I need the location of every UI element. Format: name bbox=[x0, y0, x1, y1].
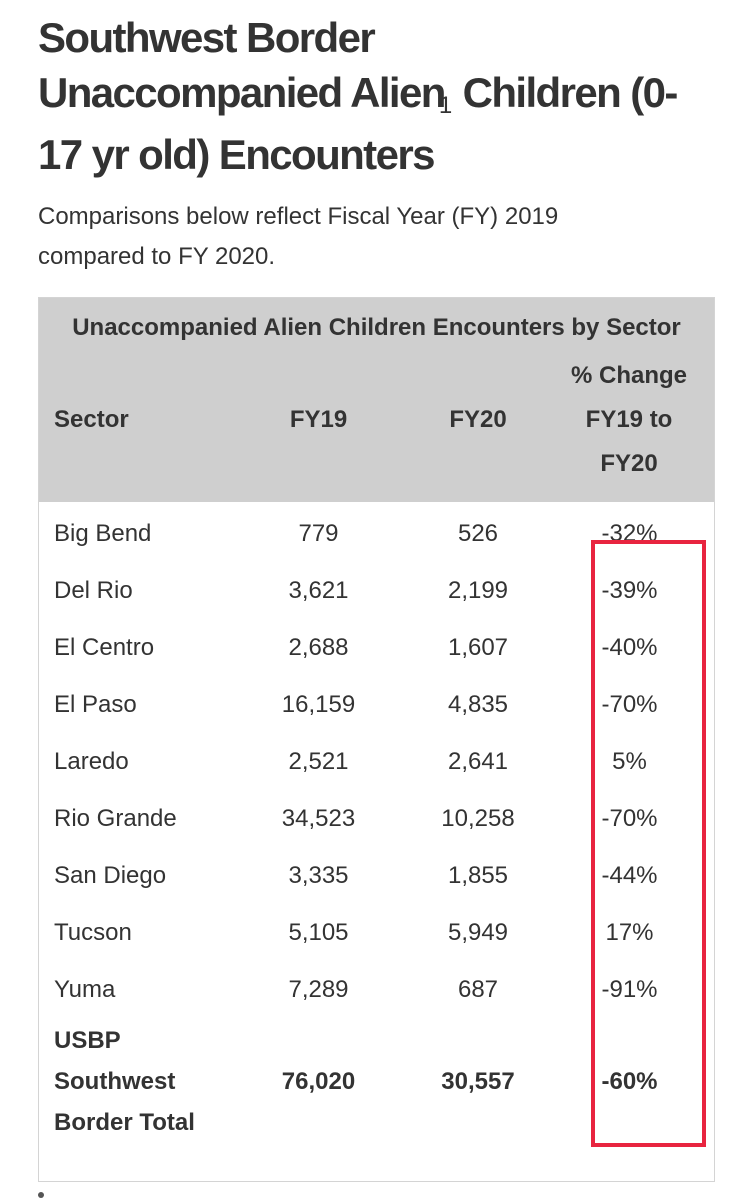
fy19-cell: 2,521 bbox=[288, 747, 349, 775]
total-label-cell: USBP Southwest Border Total bbox=[39, 1018, 235, 1145]
header-change: % Change FY19 to FY20 bbox=[554, 354, 714, 502]
fy19-cell: 3,335 bbox=[288, 861, 349, 889]
fy19-cell: 5,105 bbox=[288, 918, 349, 946]
fy20-cell: 1,607 bbox=[447, 633, 509, 661]
header-change-line-3: FY20 bbox=[600, 450, 658, 477]
table-header-row: Sector FY19 FY20 % Change FY19 to FY20 bbox=[39, 354, 714, 502]
fy20-cell: 10,258 bbox=[441, 804, 515, 832]
table-row: Tucson 5,105 5,949 17% bbox=[39, 904, 714, 961]
change-cell: -70% bbox=[601, 804, 658, 832]
table-row: El Paso 16,159 4,835 -70% bbox=[39, 676, 714, 733]
fy19-cell: 34,523 bbox=[281, 804, 356, 832]
table-row: El Centro 2,688 1,607 -40% bbox=[39, 619, 714, 676]
header-sector: Sector bbox=[39, 354, 235, 502]
encounters-table-container: Unaccompanied Alien Children Encounters … bbox=[38, 297, 715, 1182]
fy20-cell: 1,855 bbox=[447, 861, 509, 889]
fy20-cell: 687 bbox=[457, 975, 499, 1003]
sector-cell: Big Bend bbox=[54, 519, 152, 547]
fy20-cell: 5,949 bbox=[447, 918, 509, 946]
table-row: Laredo 2,521 2,641 5% bbox=[39, 733, 714, 790]
title-line-2a: Unaccompanied Alien bbox=[38, 69, 446, 116]
fy20-cell: 526 bbox=[457, 519, 499, 547]
change-cell: -44% bbox=[601, 861, 658, 889]
table-caption: Unaccompanied Alien Children Encounters … bbox=[39, 298, 714, 354]
footnote-dot bbox=[38, 1192, 44, 1198]
total-row: USBP Southwest Border Total 76,020 30,55… bbox=[39, 1018, 714, 1145]
sector-cell: Rio Grande bbox=[54, 804, 177, 832]
fy20-cell: 2,199 bbox=[447, 576, 509, 604]
title-line-1: Southwest Border bbox=[38, 14, 376, 61]
table-row: Yuma 7,289 687 -91% bbox=[39, 961, 714, 1018]
table-row: San Diego 3,335 1,855 -44% bbox=[39, 847, 714, 904]
total-label-line-2: Southwest bbox=[54, 1068, 176, 1095]
total-label-line-1: USBP bbox=[54, 1027, 121, 1054]
total-fy19-cell: 76,020 bbox=[281, 1068, 356, 1095]
sector-cell: El Paso bbox=[54, 690, 137, 718]
total-fy20-cell: 30,557 bbox=[441, 1068, 515, 1095]
header-fy19: FY19 bbox=[235, 354, 402, 502]
sector-cell: Laredo bbox=[54, 747, 129, 775]
fy19-cell: 2,688 bbox=[288, 633, 349, 661]
change-cell: -91% bbox=[601, 975, 658, 1003]
page-title: Southwest Border Unaccompanied Alien1 Ch… bbox=[38, 10, 728, 182]
fy19-cell: 3,621 bbox=[288, 576, 349, 604]
fy20-cell: 4,835 bbox=[447, 690, 509, 718]
header-change-line-2: FY19 to bbox=[585, 406, 673, 433]
subtitle: Comparisons below reflect Fiscal Year (F… bbox=[38, 203, 559, 270]
sector-cell: El Centro bbox=[54, 633, 155, 661]
header-change-line-1: % Change bbox=[570, 362, 687, 389]
title-line-2: Unaccompanied Alien1 Children (0- bbox=[38, 65, 728, 127]
change-column-highlight-box bbox=[591, 540, 706, 1147]
change-cell: -40% bbox=[601, 633, 658, 661]
change-cell: -39% bbox=[601, 576, 658, 604]
sector-cell: San Diego bbox=[54, 861, 167, 889]
fy19-cell: 779 bbox=[298, 519, 339, 547]
title-line-3: 17 yr old) Encounters bbox=[38, 131, 435, 178]
footnote-marker[interactable]: 1 bbox=[438, 92, 452, 119]
change-cell: 5% bbox=[612, 747, 647, 775]
change-cell: 17% bbox=[605, 918, 654, 946]
table-row: Rio Grande 34,523 10,258 -70% bbox=[39, 790, 714, 847]
total-label-line-3: Border Total bbox=[54, 1109, 195, 1136]
total-change-cell: -60% bbox=[601, 1068, 658, 1095]
fy19-cell: 16,159 bbox=[281, 690, 356, 718]
sector-cell: Tucson bbox=[54, 918, 132, 946]
sector-cell: Yuma bbox=[54, 975, 116, 1003]
encounters-table: Unaccompanied Alien Children Encounters … bbox=[39, 298, 714, 1145]
fy19-cell: 7,289 bbox=[288, 975, 349, 1003]
table-row: Big Bend 779 526 -32% bbox=[39, 502, 714, 562]
title-line-2b: Children (0- bbox=[452, 69, 679, 116]
table-row: Del Rio 3,621 2,199 -39% bbox=[39, 562, 714, 619]
header-fy20: FY20 bbox=[402, 354, 554, 502]
sector-cell: Del Rio bbox=[54, 576, 133, 604]
change-cell: -70% bbox=[601, 690, 658, 718]
fy20-cell: 2,641 bbox=[447, 747, 509, 775]
